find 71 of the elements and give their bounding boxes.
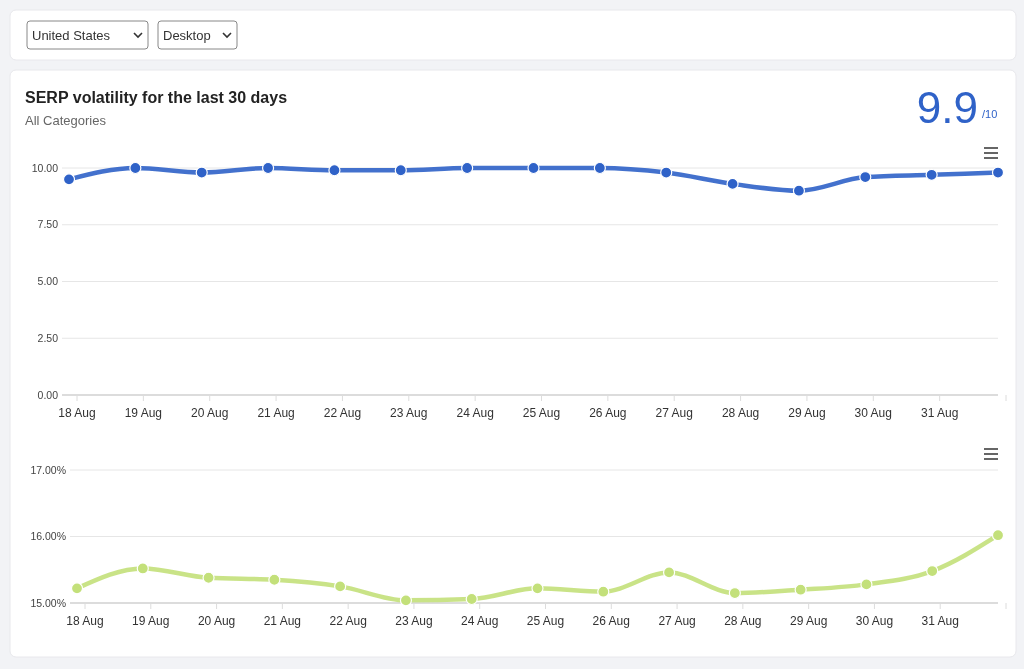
x-tick-label: 19 Aug	[132, 614, 170, 628]
point	[261, 161, 275, 175]
x-tick-label: 18 Aug	[66, 614, 104, 628]
y-tick-label: 5.00	[37, 275, 59, 288]
x-tick-label: 20 Aug	[197, 614, 236, 628]
y-tick-label: 10.00	[31, 161, 59, 174]
x-tick-label: 23 Aug	[395, 614, 433, 628]
x-tick-label: 23 Aug	[390, 406, 428, 420]
x-tick-label: 24 Aug	[456, 406, 494, 420]
x-tick-label: 26 Aug	[589, 406, 627, 420]
x-tick-label: 28 Aug	[721, 406, 760, 420]
y-tick-label: 15.00%	[30, 596, 66, 609]
point	[794, 583, 807, 596]
x-tick-label: 27 Aug	[658, 614, 696, 628]
x-tick-label: 22 Aug	[329, 614, 367, 628]
text: 9.9	[916, 83, 978, 132]
x-tick-label: 31 Aug	[921, 614, 959, 628]
x-tick-label: 19 Aug	[124, 406, 163, 420]
point	[531, 582, 544, 595]
point	[925, 168, 938, 181]
x-tick-label: 31 Aug	[920, 406, 959, 420]
y-tick-label: 17.00%	[30, 463, 66, 476]
x-tick-label: 29 Aug	[789, 614, 828, 628]
point	[593, 161, 606, 175]
point	[136, 562, 149, 575]
point	[399, 594, 413, 607]
point	[859, 170, 872, 184]
x-tick-label: 20 Aug	[191, 406, 229, 420]
point	[268, 573, 281, 586]
point	[461, 161, 474, 175]
x-tick-label: 28 Aug	[724, 614, 762, 628]
point	[334, 580, 347, 593]
text: /10	[982, 108, 998, 120]
point	[328, 164, 341, 177]
chart-title: SERP volatility for the last 30 days	[25, 89, 288, 106]
point	[926, 564, 939, 578]
y-tick-label: 2.50	[37, 331, 59, 344]
point	[728, 586, 741, 600]
point	[202, 571, 215, 584]
text: Desktop	[163, 28, 211, 43]
point	[129, 161, 142, 175]
y-tick-label: 0.00	[37, 388, 59, 401]
chart-subtitle: All Categories	[25, 113, 107, 128]
y-tick-label: 7.50	[37, 218, 59, 231]
x-tick-label: 26 Aug	[592, 614, 630, 628]
x-tick-label: 29 Aug	[788, 406, 826, 420]
point	[527, 161, 540, 175]
x-tick-label: 24 Aug	[461, 614, 499, 628]
x-tick-label: 25 Aug	[526, 614, 565, 628]
x-tick-label: 21 Aug	[257, 406, 295, 420]
x-tick-label: 27 Aug	[655, 406, 693, 420]
x-tick-label: 21 Aug	[263, 614, 302, 628]
point	[860, 578, 873, 591]
x-tick-label: 25 Aug	[522, 406, 561, 420]
point	[70, 582, 84, 595]
point	[62, 173, 76, 186]
point	[991, 166, 1005, 179]
point	[597, 585, 610, 598]
point	[660, 166, 673, 179]
point	[662, 566, 676, 579]
point	[792, 184, 806, 197]
x-tick-label: 30 Aug	[855, 614, 894, 628]
point	[991, 529, 1005, 542]
x-tick-label: 18 Aug	[58, 406, 96, 420]
text: United States	[32, 28, 111, 43]
x-tick-label: 22 Aug	[323, 406, 362, 420]
x-tick-label: 30 Aug	[854, 406, 892, 420]
point	[465, 592, 478, 606]
y-tick-label: 16.00%	[30, 530, 66, 543]
point	[195, 166, 208, 179]
point	[394, 164, 407, 177]
